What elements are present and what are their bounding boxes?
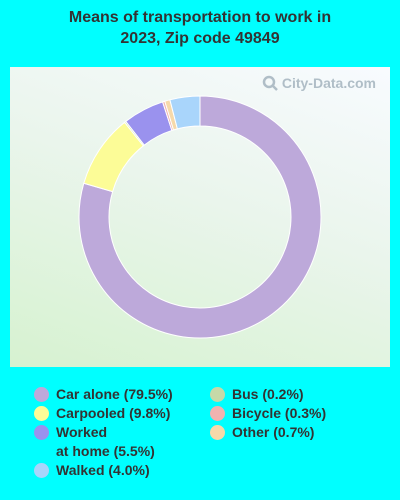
legend-swatch xyxy=(34,425,49,440)
legend-label: Bicycle (0.3%) xyxy=(232,405,327,421)
legend-swatch xyxy=(210,425,225,440)
legend-c1-item-2: Worked at home (5.5%) xyxy=(34,423,204,461)
legend-c1-item-0: Car alone (79.5%) xyxy=(34,385,204,404)
legend-swatch xyxy=(34,463,49,478)
donut-slice-6 xyxy=(169,95,201,130)
legend-c2-item-2: Other (0.7%) xyxy=(210,423,370,442)
legend-c2-item-1: Bicycle (0.3%) xyxy=(210,404,370,423)
legend-c2-item-0: Bus (0.2%) xyxy=(210,385,370,404)
chart-title-line2: 2023, Zip code 49849 xyxy=(120,30,280,47)
legend-swatch xyxy=(34,387,49,402)
donut-slice-0 xyxy=(78,95,322,339)
legend-label: Walked (4.0%) xyxy=(56,462,150,478)
legend-c1-item-1: Carpooled (9.8%) xyxy=(34,404,204,423)
chart-title-line1: Means of transportation to work in xyxy=(68,9,332,26)
chart-title: Means of transportation to work in 2023,… xyxy=(0,7,400,49)
legend-label-cont: at home (5.5%) xyxy=(56,443,155,459)
legend-swatch xyxy=(34,406,49,421)
legend-label: Other (0.7%) xyxy=(232,424,315,440)
legend-c1-item-3: Walked (4.0%) xyxy=(34,461,204,480)
watermark-text: City-Data.com xyxy=(281,75,376,91)
watermark: City-Data.com xyxy=(262,75,376,91)
legend-column-1: Car alone (79.5%) Carpooled (9.8%) Worked a… xyxy=(34,385,204,480)
donut-chart xyxy=(78,95,322,339)
legend-label: Bus (0.2%) xyxy=(232,386,304,402)
chart-panel: City-Data.com xyxy=(10,67,390,367)
legend-swatch xyxy=(210,406,225,421)
legend-swatch xyxy=(210,387,225,402)
legend-label: Worked xyxy=(56,424,108,440)
legend-column-2: Bus (0.2%) Bicycle (0.3%) Other (0.7%) xyxy=(210,385,370,442)
magnifier-icon xyxy=(262,75,278,91)
legend-label: Car alone (79.5%) xyxy=(56,386,173,402)
legend-label: Carpooled (9.8%) xyxy=(56,405,171,421)
